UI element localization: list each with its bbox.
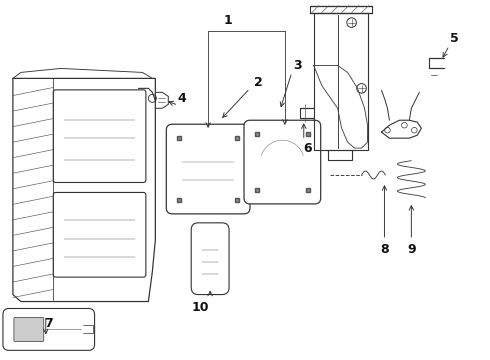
Text: 2: 2	[253, 76, 262, 89]
Text: 10: 10	[192, 301, 209, 314]
FancyBboxPatch shape	[53, 90, 146, 183]
FancyBboxPatch shape	[166, 124, 250, 214]
FancyBboxPatch shape	[244, 120, 321, 204]
Text: 9: 9	[407, 243, 416, 256]
FancyBboxPatch shape	[3, 309, 95, 350]
FancyBboxPatch shape	[191, 223, 229, 294]
Text: 1: 1	[224, 14, 232, 27]
FancyBboxPatch shape	[14, 318, 44, 341]
Text: 3: 3	[294, 59, 302, 72]
Text: 4: 4	[178, 92, 187, 105]
Text: 8: 8	[380, 243, 389, 256]
Text: 7: 7	[45, 317, 53, 330]
FancyBboxPatch shape	[53, 193, 146, 277]
Text: 5: 5	[450, 32, 459, 45]
Text: 6: 6	[303, 141, 312, 155]
